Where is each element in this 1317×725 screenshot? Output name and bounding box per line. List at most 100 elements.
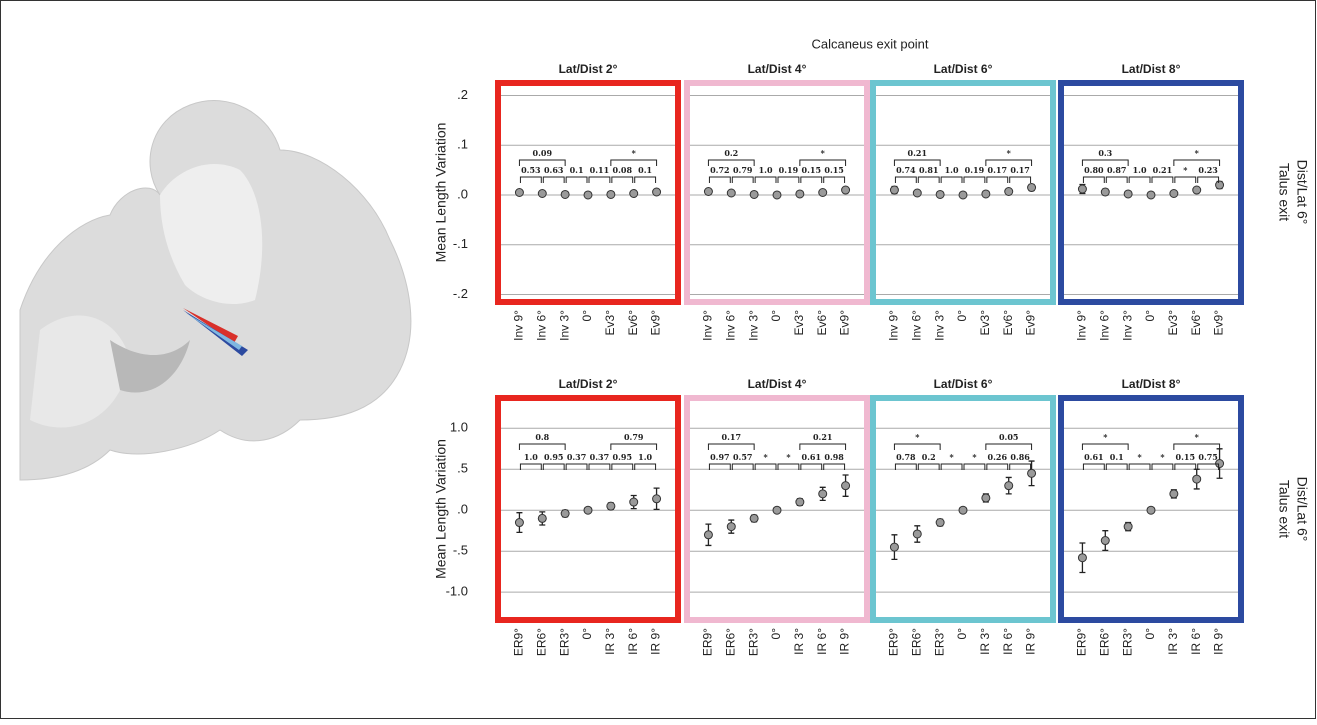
data-point [538, 514, 546, 522]
x-tick-label: IR 9° [1024, 628, 1038, 655]
data-point [704, 531, 712, 539]
x-tick-label: 0° [580, 310, 594, 322]
data-point [538, 189, 546, 197]
data-point [796, 190, 804, 198]
significance-label: * [1195, 148, 1200, 158]
significance-label: 0.98 [824, 452, 844, 462]
bracket [800, 444, 846, 450]
x-tick-label: 0° [580, 628, 594, 640]
panel-title: Lat/Dist 8° [1122, 377, 1181, 391]
significance-label: * [821, 148, 826, 158]
significance-label: 0.78 [896, 452, 916, 462]
x-tick-label: Inv 9° [1075, 310, 1089, 341]
data-point [890, 543, 898, 551]
data-point [982, 190, 990, 198]
x-tick-label: ER9° [1075, 628, 1089, 656]
x-tick-label: Ev6° [815, 310, 829, 336]
x-tick-label: ER3° [932, 628, 946, 656]
y-tick-label: 1.0 [450, 420, 468, 435]
data-point [584, 191, 592, 199]
significance-label: * [1160, 452, 1165, 462]
significance-label: 0.17 [988, 165, 1007, 175]
x-tick-label: Inv 3° [746, 310, 760, 341]
y-tick-label: .1 [457, 137, 468, 152]
significance-label: 0.57 [733, 452, 752, 462]
bracket [1174, 444, 1220, 450]
x-tick-label: Ev3° [1166, 310, 1180, 336]
bracket [987, 177, 1008, 183]
significance-label: 1.0 [638, 452, 652, 462]
bracket [611, 444, 657, 450]
significance-label: 0.09 [533, 148, 553, 158]
x-tick-label: IR 3° [1166, 628, 1180, 655]
significance-label: 0.23 [1198, 165, 1218, 175]
significance-label: * [786, 452, 791, 462]
data-point [1193, 186, 1201, 194]
significance-label: 0.53 [521, 165, 541, 175]
x-tick-label: ER3° [557, 628, 571, 656]
y-tick-label: .0 [457, 502, 468, 517]
significance-label: 0.19 [779, 165, 799, 175]
x-tick-label: Inv 9° [887, 310, 901, 341]
row-label: Talus exit [1276, 163, 1292, 221]
x-tick-label: 0° [955, 628, 969, 640]
data-point [1170, 490, 1178, 498]
y-tick-label: .5 [457, 461, 468, 476]
significance-label: 1.0 [1133, 165, 1147, 175]
data-point [515, 189, 523, 197]
x-tick-label: IR 6° [815, 628, 829, 655]
significance-label: * [1183, 165, 1188, 175]
significance-label: 0.61 [1084, 452, 1103, 462]
x-tick-label: IR 9° [649, 628, 663, 655]
significance-label: * [1137, 452, 1142, 462]
y-tick-label: .0 [457, 186, 468, 201]
x-tick-label: IR 3° [603, 628, 617, 655]
x-tick-label: 0° [769, 628, 783, 640]
data-point [1147, 191, 1155, 199]
x-tick-label: Inv 3° [557, 310, 571, 341]
x-tick-label: IR 9° [1212, 628, 1226, 655]
figure-title: Calcaneus exit point [811, 36, 928, 51]
data-point [819, 490, 827, 498]
significance-label: 0.75 [1198, 452, 1217, 462]
significance-label: * [632, 148, 637, 158]
data-point [913, 530, 921, 538]
significance-label: * [949, 452, 954, 462]
bracket [566, 177, 587, 183]
data-point [750, 514, 758, 522]
panel-title: Lat/Dist 6° [934, 62, 993, 76]
significance-label: 0.79 [733, 165, 753, 175]
data-point [630, 189, 638, 197]
significance-label: 0.95 [544, 452, 563, 462]
significance-label: 0.2 [922, 452, 936, 462]
row-label: Talus exit [1276, 480, 1292, 538]
data-point [819, 189, 827, 197]
x-tick-label: IR 9° [838, 628, 852, 655]
panel-title: Lat/Dist 8° [1122, 62, 1181, 76]
bracket [801, 177, 822, 183]
bracket [709, 177, 730, 183]
y-tick-label: -.2 [453, 286, 468, 301]
significance-label: 0.08 [613, 165, 633, 175]
significance-label: 0.3 [1098, 148, 1112, 158]
significance-label: 0.72 [710, 165, 729, 175]
significance-label: 0.17 [1010, 165, 1029, 175]
significance-label: 0.21 [813, 432, 832, 442]
panel-title: Lat/Dist 2° [559, 377, 618, 391]
x-tick-label: ER9° [887, 628, 901, 656]
significance-label: * [763, 452, 768, 462]
data-point [653, 495, 661, 503]
x-tick-label: Ev9° [1212, 310, 1226, 336]
significance-label: 0.87 [1107, 165, 1126, 175]
x-tick-label: Ev3° [603, 310, 617, 336]
bracket [520, 177, 541, 183]
x-tick-label: IR 6° [1001, 628, 1015, 655]
x-tick-label: Inv 6° [723, 310, 737, 341]
data-point [727, 189, 735, 197]
significance-label: * [1103, 432, 1108, 442]
bracket [824, 177, 845, 183]
bracket [708, 444, 754, 450]
data-point [890, 186, 898, 194]
y-tick-label: -1.0 [446, 584, 468, 599]
x-tick-label: Inv 9° [701, 310, 715, 341]
